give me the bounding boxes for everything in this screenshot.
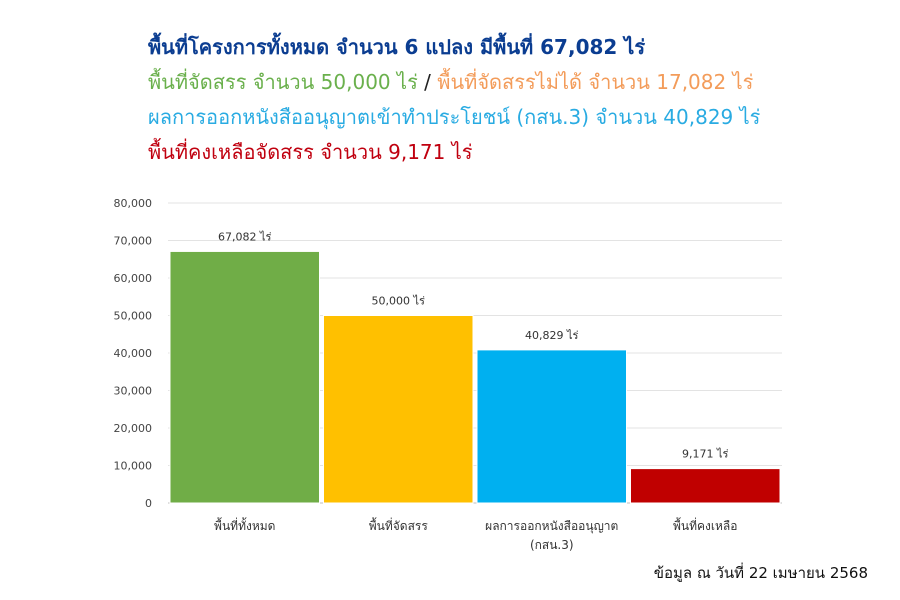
bar bbox=[169, 250, 320, 504]
data-label: 67,082 ไร่ bbox=[218, 230, 272, 243]
summary-allocation-line: พื้นที่จัดสรร จำนวน 50,000 ไร่ / พื้นที่… bbox=[148, 65, 888, 100]
y-tick-label: 50,000 bbox=[114, 310, 153, 323]
x-tick-label: ผลการออกหนังสืออนุญาต bbox=[485, 519, 618, 534]
bar bbox=[630, 468, 781, 504]
data-label: 40,829 ไร่ bbox=[525, 329, 579, 342]
data-label: 9,171 ไร่ bbox=[682, 448, 729, 461]
bar bbox=[476, 349, 627, 504]
x-tick-label: (กสน.3) bbox=[530, 538, 574, 552]
chart-header: พื้นที่โครงการทั้งหมด จำนวน 6 แปลง มีพื้… bbox=[148, 30, 888, 170]
bar bbox=[323, 315, 474, 504]
y-tick-label: 40,000 bbox=[114, 347, 153, 360]
y-tick-label: 80,000 bbox=[114, 197, 153, 210]
summary-separator: / bbox=[417, 70, 438, 94]
y-tick-label: 30,000 bbox=[114, 385, 153, 398]
x-tick-label: พื้นที่ทั้งหมด bbox=[214, 517, 275, 533]
summary-unallocatable-area: พื้นที่จัดสรรไม่ได้ จำนวน 17,082 ไร่ bbox=[437, 70, 754, 94]
summary-allocated-area: พื้นที่จัดสรร จำนวน 50,000 ไร่ bbox=[148, 70, 418, 94]
y-tick-label: 0 bbox=[145, 497, 152, 510]
y-tick-label: 10,000 bbox=[114, 460, 153, 473]
x-tick-label: พื้นที่จัดสรร bbox=[369, 517, 429, 533]
summary-remaining-area: พื้นที่คงเหลือจัดสรร จำนวน 9,171 ไร่ bbox=[148, 140, 473, 164]
y-tick-label: 70,000 bbox=[114, 235, 153, 248]
data-date-note: ข้อมูล ณ วันที่ 22 เมษายน 2568 bbox=[653, 564, 868, 582]
summary-total-area: พื้นที่โครงการทั้งหมด จำนวน 6 แปลง มีพื้… bbox=[148, 35, 646, 59]
x-tick-label: พื้นที่คงเหลือ bbox=[673, 517, 737, 533]
summary-permit-area: ผลการออกหนังสืออนุญาตเข้าทำประโยชน์ (กสน… bbox=[148, 105, 761, 129]
data-label: 50,000 ไร่ bbox=[372, 295, 426, 308]
y-tick-label: 60,000 bbox=[114, 272, 153, 285]
y-tick-label: 20,000 bbox=[114, 422, 153, 435]
